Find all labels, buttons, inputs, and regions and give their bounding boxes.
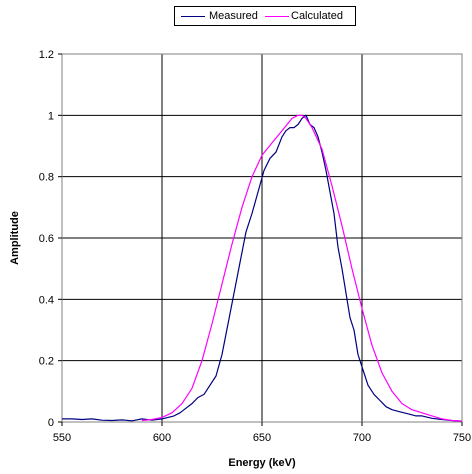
legend-label-measured: Measured [209,10,258,22]
legend-label-calculated: Calculated [291,10,343,22]
x-tick-label: 600 [153,432,171,444]
x-axis-label: Energy (keV) [228,457,296,469]
y-tick-label: 0.2 [39,356,54,368]
x-tick-label: 700 [353,432,371,444]
y-tick-label: 0.6 [39,233,54,245]
y-tick-label: 0 [48,417,54,429]
legend: Measured Calculated [174,6,356,26]
grid [61,53,463,423]
legend-swatch-measured [181,16,205,17]
series-line-measured [62,114,463,422]
y-axis-label: Amplitude [9,211,21,265]
series-line-calculated [141,114,463,422]
series-lines [62,114,463,422]
y-tick-label: 1 [48,110,54,122]
x-tick-label: 650 [253,432,271,444]
y-tick-label: 0.8 [39,172,54,184]
y-tick-label: 1.2 [39,49,54,61]
tick-labels: 0 0.2 0.4 0.6 0.8 1 1.2 550 600 650 700 750 [39,49,471,444]
y-tick-label: 0.4 [39,294,54,306]
x-tick-label: 750 [453,432,471,444]
x-tick-label: 550 [53,432,71,444]
legend-swatch-calculated [265,16,289,17]
